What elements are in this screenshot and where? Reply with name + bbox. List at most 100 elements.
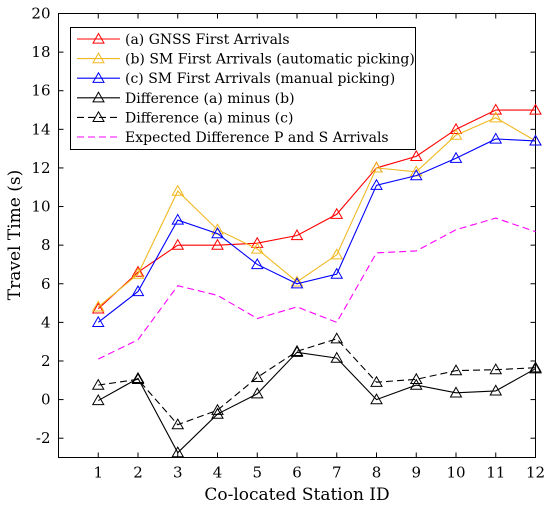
data-point-marker [489,111,503,123]
legend-item: Difference (a) minus (b) [77,91,295,107]
data-point-marker [449,364,463,376]
series-line [98,217,536,360]
data-point-marker [211,407,224,419]
data-point-marker [529,134,542,146]
x-tick-label: 5 [252,464,262,482]
data-point-marker [449,386,463,398]
legend-marker [92,32,105,44]
data-point-marker [370,375,383,387]
data-point-marker [131,265,145,277]
x-tick-label: 6 [292,464,302,482]
legend-item: (c) SM First Arrivals (manual picking) [77,71,395,87]
x-tick-label: 8 [372,464,382,482]
data-point-marker [370,161,383,173]
y-tick-label: 14 [31,120,50,138]
data-point-marker [171,418,185,430]
data-point-marker [131,267,145,279]
legend-label: Difference (a) minus (b) [125,91,295,107]
data-point-marker [489,384,503,396]
data-point-marker [370,178,383,190]
series-line [97,109,536,310]
data-point-marker [211,227,224,239]
data-point-marker [131,372,145,384]
legend-marker [92,110,105,123]
data-point-marker [529,103,542,115]
data-point-marker [171,213,185,225]
y-axis-label: Travel Time (s) [5,170,25,300]
y-tick-label: 18 [31,43,50,61]
data-point-marker [211,403,224,415]
series-line [98,338,536,426]
data-point-marker [91,394,105,406]
data-point-marker [489,363,503,375]
data-point-marker [250,236,264,248]
data-point-marker [330,267,344,279]
data-point-marker [409,149,423,161]
data-point-marker [529,361,542,373]
legend-label: Expected Difference P and S Arrivals [125,130,389,146]
data-point-marker [330,248,344,260]
legend-label: (b) SM First Arrivals (automatic picking… [125,52,415,68]
data-point-marker [370,393,383,405]
data-point-marker [290,228,304,241]
data-point-marker [409,372,423,384]
data-point-marker [290,275,304,287]
x-tick-label: 2 [133,464,143,482]
x-axis-label: Co-located Station ID [204,485,389,505]
series-6 [98,217,536,360]
y-tick-label: 16 [31,82,50,100]
data-point-marker [290,277,304,289]
data-point-marker [250,387,264,399]
y-tick-label: 8 [41,236,51,254]
x-tick-label: 3 [173,464,183,482]
legend-item: Difference (a) minus (c) [77,110,293,126]
data-point-marker [330,207,344,219]
series-layer [91,103,542,458]
data-point-marker [91,378,105,390]
data-point-marker [211,238,224,250]
legend-label: (c) SM First Arrivals (manual picking) [125,71,395,87]
y-tick-label: 20 [31,5,50,23]
series-line [97,138,536,323]
legend-item: Expected Difference P and S Arrivals [77,130,389,146]
legend: (a) GNSS First Arrivals (b) SM First Arri… [70,27,416,150]
legend-item: (a) GNSS First Arrivals [77,32,290,48]
data-point-marker [250,370,264,383]
data-point-marker [171,238,185,250]
data-point-marker [330,332,344,344]
legend-marker [92,91,105,103]
data-point-marker [250,257,264,270]
x-tick-label: 7 [332,464,342,482]
data-point-marker [290,344,304,356]
x-tick-label: 9 [411,464,421,482]
data-point-marker [171,184,185,196]
y-tick-label: -2 [36,429,51,447]
data-point-marker [409,169,423,181]
y-tick-label: 0 [41,391,51,409]
series-line [97,351,536,454]
series-5 [91,332,542,430]
x-tick-label: 11 [486,464,505,482]
legend-label: Difference (a) minus (c) [125,110,293,126]
data-point-marker [330,351,344,363]
x-tick-label: 4 [213,464,223,482]
series-line [97,117,536,308]
legend-marker [92,71,105,83]
data-point-marker [489,132,503,144]
y-tick-label: 6 [41,275,51,293]
y-tick-label: 12 [31,159,50,177]
data-point-marker [449,151,463,163]
y-tick-label: 10 [31,198,50,216]
data-point-marker [131,284,145,297]
data-point-marker [91,315,105,327]
legend-item: (b) SM First Arrivals (automatic picking… [77,52,415,68]
legend-marker [92,52,105,64]
y-tick-label: 4 [41,313,51,331]
y-tick-label: 2 [41,352,51,370]
series-3 [91,132,542,327]
data-point-marker [91,300,105,312]
data-point-marker [449,128,463,140]
x-tick-label: 12 [526,464,545,482]
